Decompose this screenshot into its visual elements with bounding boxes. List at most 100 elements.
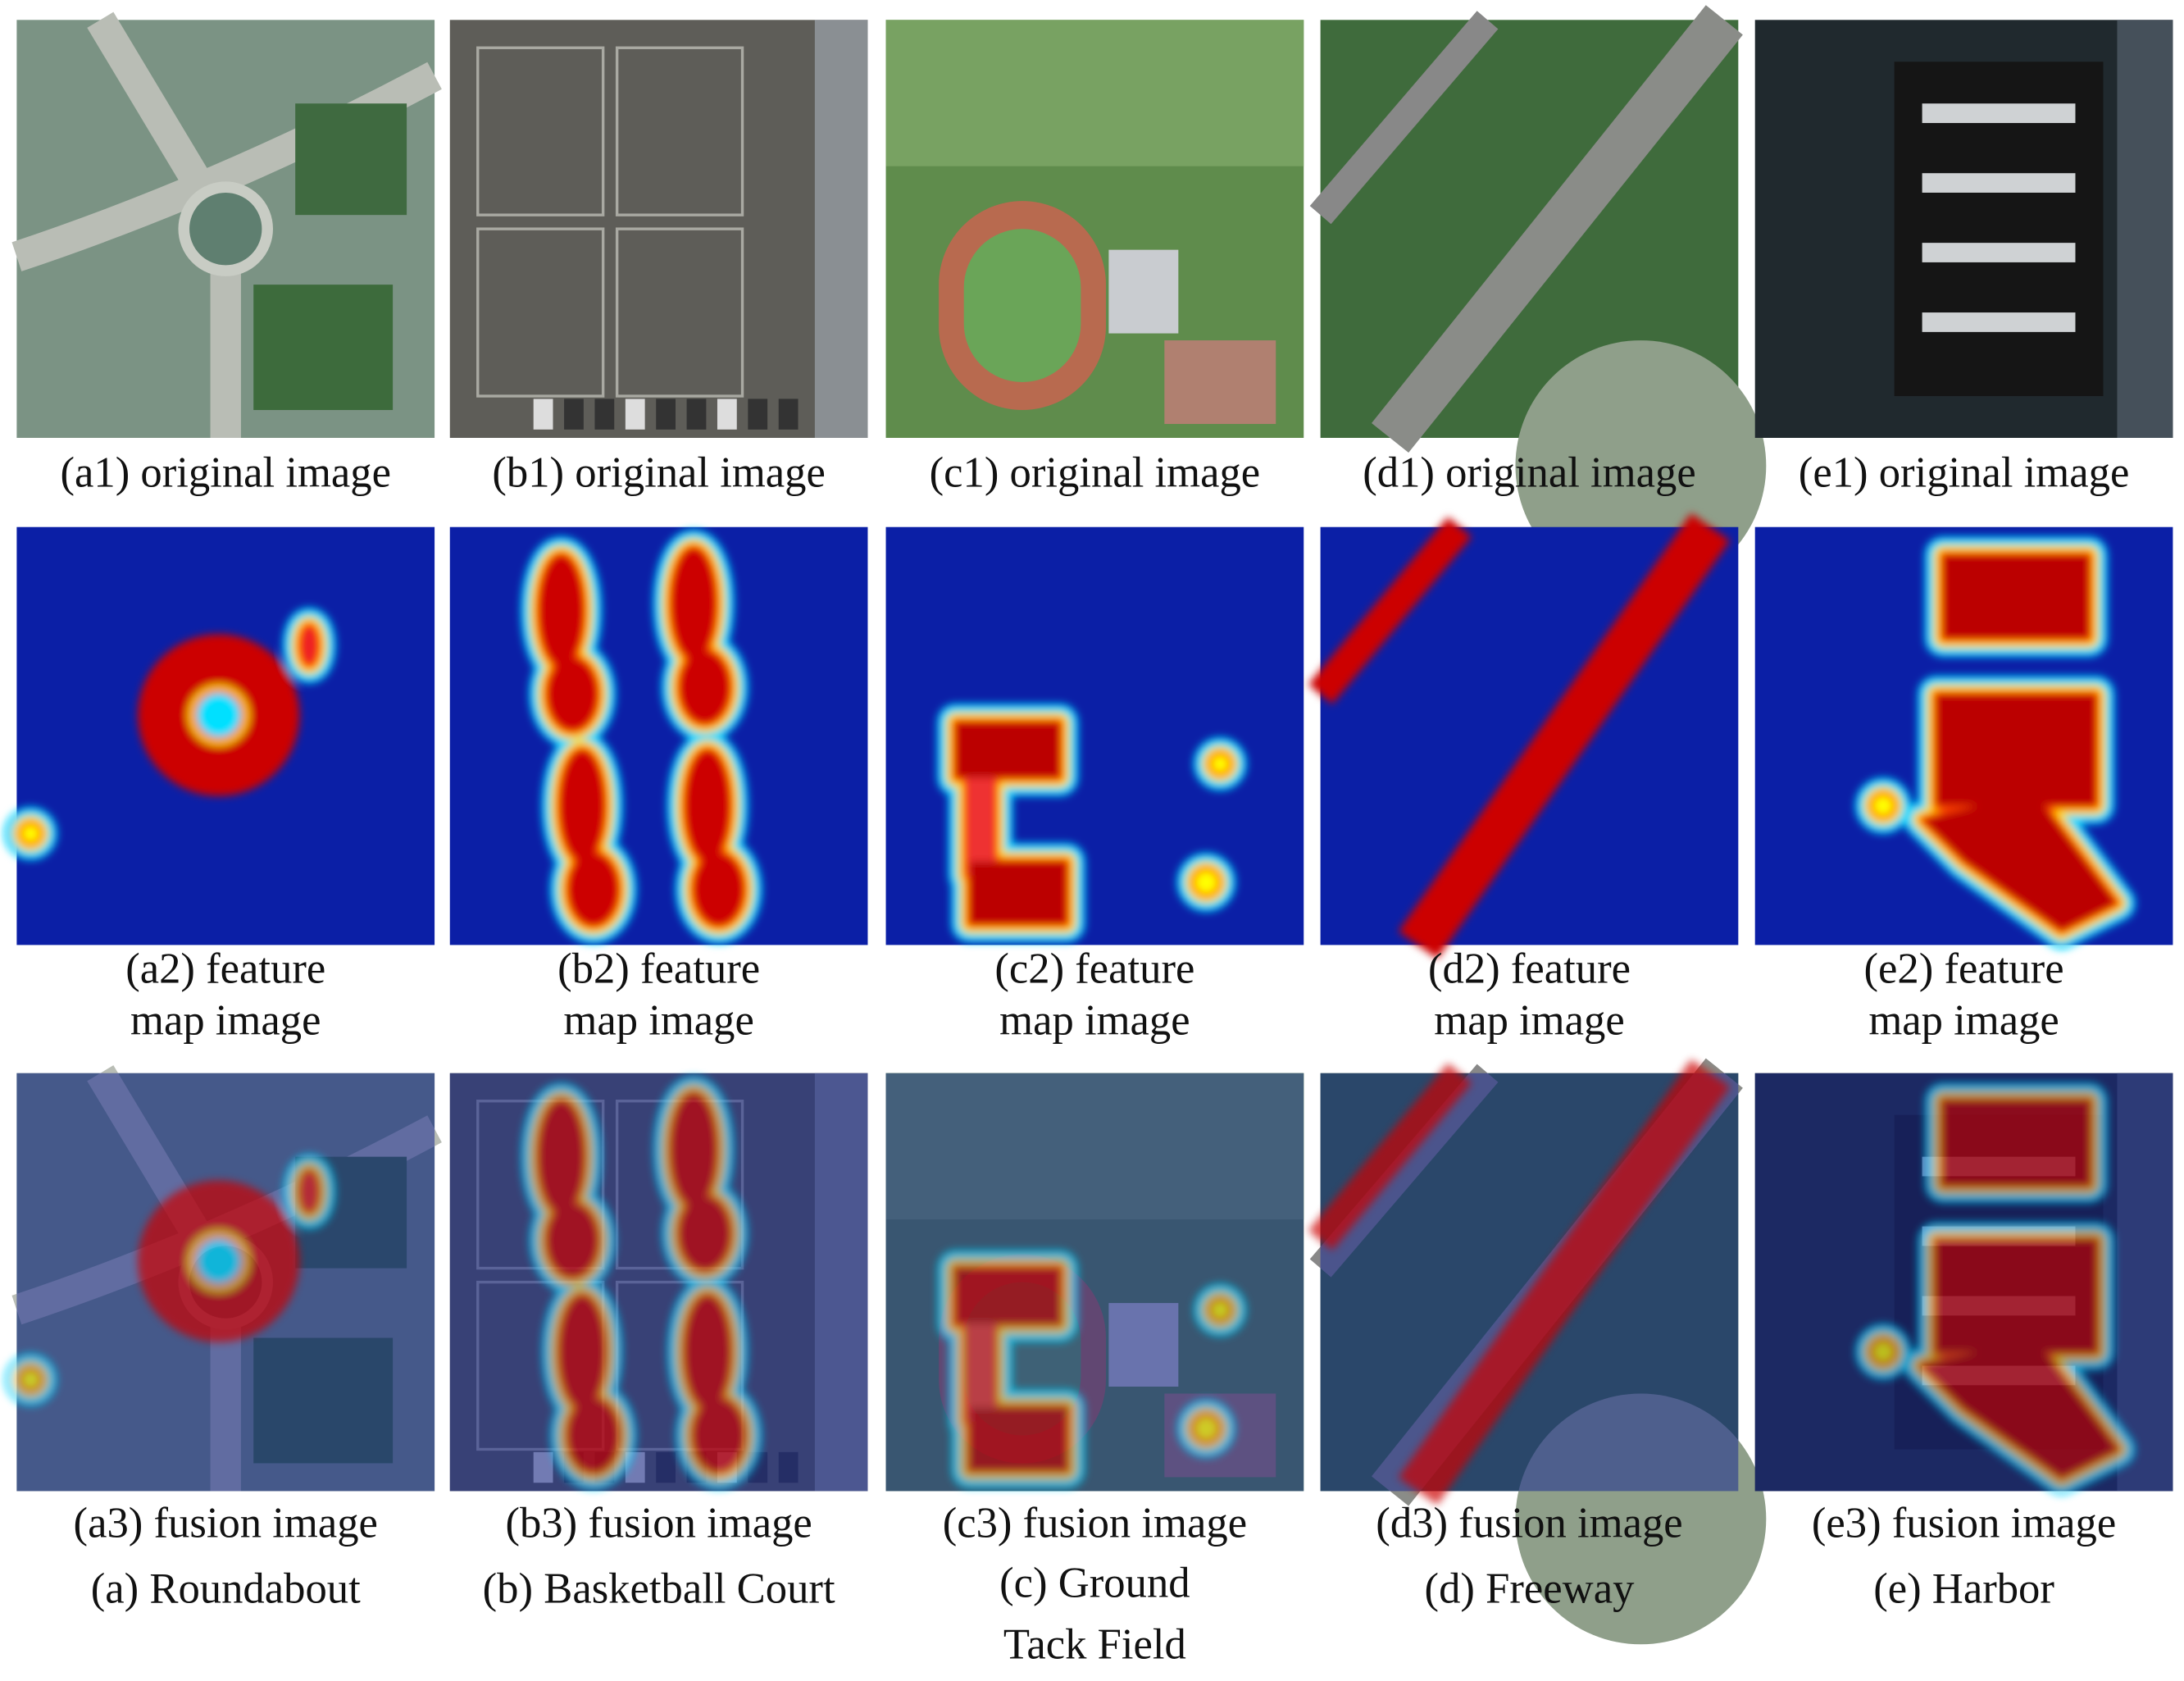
caption: (b1) original image: [492, 449, 826, 497]
heat: [1194, 1417, 1217, 1440]
feature-map: [1754, 526, 2173, 950]
boats: [1922, 312, 2076, 332]
category-label: Tack Field: [1003, 1620, 1186, 1668]
heat: [196, 1238, 241, 1284]
heat: [1194, 871, 1217, 894]
fusion-image: [4, 1065, 442, 1492]
feature-map: [1308, 513, 1739, 959]
car: [625, 399, 645, 430]
heat: [967, 1323, 995, 1422]
field: [885, 20, 1304, 166]
caption: map image: [1868, 996, 2059, 1044]
heat: [559, 749, 605, 862]
caption: map image: [130, 996, 321, 1044]
heat-overlay: [4, 1154, 336, 1406]
heat: [1212, 1301, 1229, 1319]
caption: (c1) original image: [930, 449, 1261, 497]
heat-core: [539, 1094, 744, 1472]
heat-core: [539, 548, 744, 926]
grass: [295, 103, 407, 216]
heat-core: [1873, 1100, 2118, 1478]
heat: [300, 1172, 318, 1211]
heat: [568, 1399, 619, 1472]
car: [717, 399, 737, 430]
heat-overlay: [521, 1076, 762, 1490]
heat-core: [955, 1268, 1229, 1470]
heat: [671, 548, 717, 660]
caption: (a2) feature: [125, 945, 325, 992]
heat-overlay: [1308, 1059, 1731, 1505]
heat: [539, 554, 584, 667]
caption: (d1) original image: [1363, 449, 1696, 497]
heat: [1398, 513, 1731, 959]
heat: [1873, 1342, 1893, 1362]
car: [564, 399, 584, 430]
caption: map image: [563, 996, 753, 1044]
car: [594, 399, 615, 430]
car: [748, 399, 768, 430]
category-label: (a) Roundabout: [91, 1565, 361, 1613]
court: [615, 227, 744, 398]
heat-halo: [521, 530, 762, 944]
feature-map: [885, 526, 1304, 945]
heat-core: [1308, 1059, 1731, 1505]
heat: [955, 722, 1060, 778]
fusion-image: [449, 1073, 868, 1492]
original-image: [449, 20, 868, 438]
heat: [300, 626, 318, 665]
original-image: [11, 11, 442, 438]
heat: [1922, 791, 2118, 932]
heat-halo: [1855, 536, 2136, 950]
boats: [1922, 103, 2076, 124]
heat: [969, 1407, 1067, 1470]
caption: (d2) feature: [1428, 945, 1631, 992]
category-label: (e) Harbor: [1873, 1565, 2054, 1613]
caption: (e2) feature: [1864, 945, 2064, 992]
heat: [1943, 554, 2090, 639]
heat: [1398, 1059, 1731, 1505]
car: [656, 399, 676, 430]
car: [778, 399, 799, 430]
heat: [1308, 517, 1472, 704]
heat: [568, 853, 619, 926]
heat: [685, 1296, 730, 1408]
original-image: [1754, 20, 2173, 438]
heat-overlay: [937, 1250, 1247, 1489]
court: [476, 46, 605, 216]
car: [686, 399, 707, 430]
heat: [694, 853, 744, 926]
heat: [1936, 1240, 2096, 1352]
fusion-image: [1754, 1073, 2173, 1496]
court: [615, 46, 744, 216]
caption: (b2) feature: [557, 945, 760, 992]
heat-core: [955, 722, 1229, 924]
pitch: [963, 229, 1081, 383]
fusion-image: [885, 1073, 1304, 1492]
heat: [671, 1094, 717, 1206]
heat-overlay: [1855, 1082, 2136, 1496]
heat: [694, 1399, 744, 1472]
caption: map image: [999, 996, 1190, 1044]
category-label: (d) Freeway: [1425, 1565, 1636, 1613]
heat-halo: [1308, 1059, 1731, 1505]
caption: (a3) fusion image: [74, 1500, 378, 1547]
heat-halo: [4, 1154, 336, 1406]
heat: [967, 777, 995, 876]
original-image: [1309, 5, 1767, 591]
heat: [1873, 795, 1893, 816]
heat-halo: [4, 608, 336, 860]
heat: [1212, 755, 1229, 772]
feature-map: [4, 526, 435, 945]
heat: [547, 658, 598, 731]
category-label: (b) Basketball Court: [483, 1565, 835, 1613]
building: [814, 20, 868, 438]
building: [1108, 249, 1179, 334]
boats: [1922, 243, 2076, 262]
heat-halo: [521, 1076, 762, 1490]
heat: [1936, 694, 2096, 806]
heat: [22, 1371, 39, 1388]
heat: [138, 1180, 300, 1342]
roundabout: [178, 181, 273, 276]
